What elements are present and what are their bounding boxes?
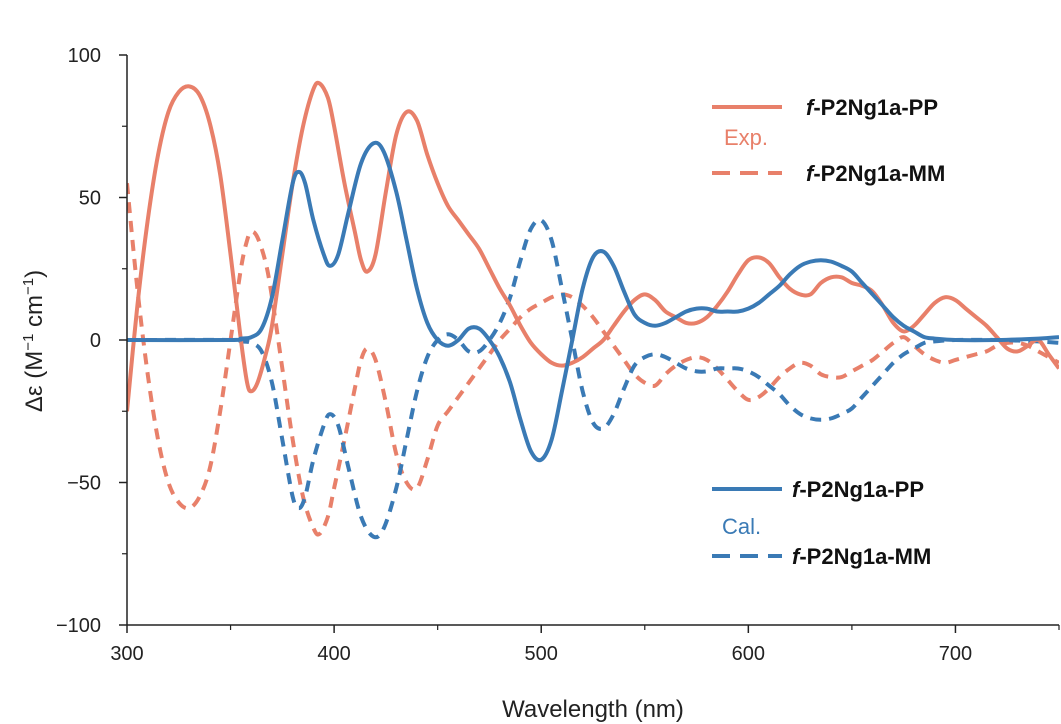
legend-exp-group: f-P2Ng1a-PP Exp. f-P2Ng1a-MM: [712, 95, 945, 186]
x-tick-label: 700: [939, 643, 972, 665]
x-tick-label: 400: [317, 643, 350, 665]
legend: f-P2Ng1a-PP Exp. f-P2Ng1a-MM f-P2Ng1a-PP…: [712, 95, 945, 569]
ticks-layer: 300 400 500 600 700 −100 −50 0 50 100: [56, 45, 1060, 665]
y-tick-label: 0: [90, 330, 101, 352]
y-axis-label-sup1: −1: [20, 334, 37, 351]
x-tick-label: 500: [525, 643, 558, 665]
y-axis-label-prefix: Δε (M: [21, 351, 48, 412]
legend-cal-pp-label: f-P2Ng1a-PP: [792, 477, 924, 502]
y-tick-label: −50: [67, 473, 101, 495]
y-tick-label: 100: [68, 45, 101, 67]
y-tick-label: −100: [56, 615, 101, 637]
series-line-cal-pp: [127, 140, 1059, 463]
legend-exp-group-label: Exp.: [724, 125, 768, 150]
series-line-cal-mm: [127, 217, 1059, 540]
x-tick-label: 300: [110, 643, 143, 665]
y-axis-label-sup2: −1: [20, 278, 37, 295]
legend-cal-group-label: Cal.: [722, 514, 761, 539]
series-layer: [127, 80, 1059, 540]
y-axis-label-mid: cm: [21, 295, 48, 334]
y-axis-label: Δε (M−1 cm−1): [20, 270, 48, 412]
legend-cal-mm-label: f-P2Ng1a-MM: [792, 544, 931, 569]
y-axis-label-suffix: ): [21, 270, 48, 278]
legend-exp-pp-label: f-P2Ng1a-PP: [806, 95, 938, 120]
legend-exp-mm-label: f-P2Ng1a-MM: [806, 161, 945, 186]
series-line-exp-mm: [127, 183, 1059, 537]
x-tick-label: 600: [732, 643, 765, 665]
x-axis-label: Wavelength (nm): [502, 696, 684, 723]
y-tick-label: 50: [79, 188, 101, 210]
axes-layer: [126, 55, 1059, 626]
legend-cal-group: f-P2Ng1a-PP Cal. f-P2Ng1a-MM: [712, 477, 931, 569]
